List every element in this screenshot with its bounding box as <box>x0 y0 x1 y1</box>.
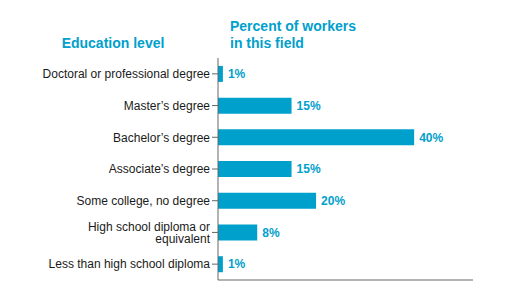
svg-text:8%: 8% <box>262 226 280 240</box>
svg-text:Less than high school diploma: Less than high school diploma <box>49 257 211 271</box>
svg-text:40%: 40% <box>419 131 443 145</box>
svg-text:Doctoral or professional degre: Doctoral or professional degree <box>43 67 211 81</box>
svg-text:Bachelor’s degree: Bachelor’s degree <box>113 131 210 145</box>
svg-text:Master’s degree: Master’s degree <box>124 99 211 113</box>
svg-text:15%: 15% <box>297 162 321 176</box>
svg-text:Some college, no degree: Some college, no degree <box>77 194 211 208</box>
svg-text:1%: 1% <box>228 67 246 81</box>
svg-text:High school diploma orequivale: High school diploma orequivalent <box>88 220 211 246</box>
html-text:Percent of workers in this fie: Percent of workers in this field <box>230 18 357 51</box>
svg-text:1%: 1% <box>228 257 246 271</box>
svg-text:Associate’s degree: Associate’s degree <box>109 162 211 176</box>
svg-text:15%: 15% <box>297 99 321 113</box>
svg-text:20%: 20% <box>321 194 345 208</box>
html-text:Education level: Education level <box>61 35 165 51</box>
